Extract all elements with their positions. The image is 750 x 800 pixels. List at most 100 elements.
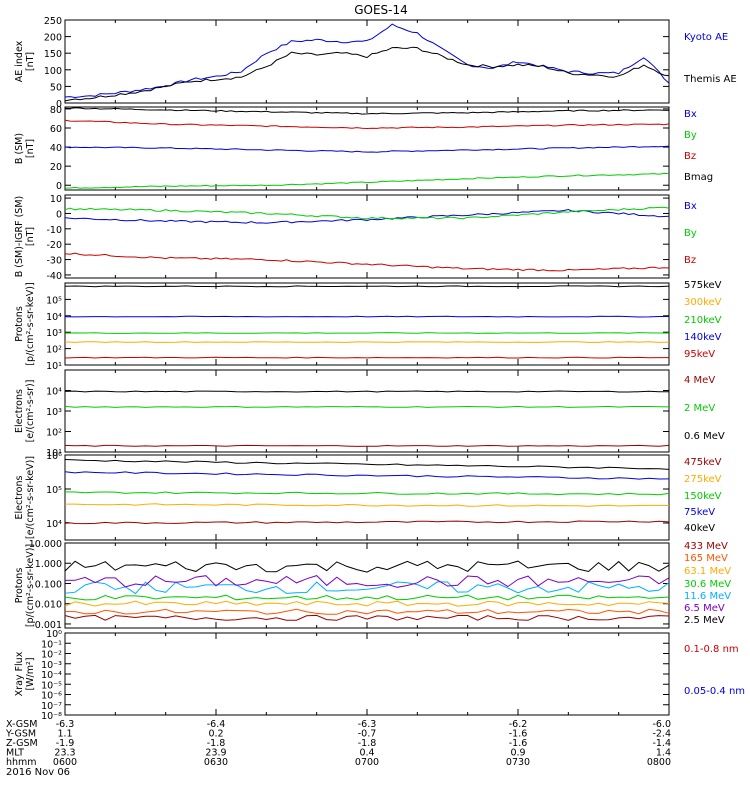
y-tick-label: 10¹: [46, 361, 62, 372]
series-line-433-MeV: [64, 614, 670, 621]
footer-value: -6.3: [358, 719, 377, 730]
series-line-Bz: [64, 119, 670, 130]
y-axis-label-line: AE index: [14, 40, 25, 82]
legend-entry: 6.5 MeV: [684, 603, 725, 614]
legend-entry: 4 MeV: [684, 375, 715, 386]
y-axis-label-line: [e/(cm²-s-sr)]: [25, 380, 36, 443]
series-line-40keV: [64, 459, 670, 470]
y-axis-label-line: [nT]: [25, 227, 36, 246]
y-tick-label: 10³: [46, 407, 62, 418]
legend-entry: 140keV: [684, 332, 722, 343]
y-tick-label: 250: [44, 16, 62, 27]
y-axis-label: B (SM)[nT]: [14, 133, 36, 164]
series-line-75keV: [64, 471, 670, 480]
y-tick-label: 0.001: [35, 620, 62, 631]
footer-row-label: hhmm: [6, 757, 37, 768]
legend-entry: 150keV: [684, 491, 722, 502]
y-axis-label: Electrons[e/(cm²-s-sr-keV)]: [14, 456, 36, 539]
panel-frame: [64, 632, 670, 716]
footer-value: 0.9: [510, 748, 525, 759]
footer-row-label: Z-GSM: [6, 738, 38, 749]
y-tick-label: 0: [56, 99, 62, 110]
y-tick-label: 10²: [46, 428, 62, 439]
y-axis-label-line: B (SM): [14, 133, 25, 164]
y-tick-label: 20: [50, 162, 62, 173]
y-tick-label: 40: [50, 143, 62, 154]
y-axis-label-line: [e/(cm²-s-sr-keV)]: [25, 456, 36, 539]
y-tick-label: 150: [44, 49, 62, 60]
legend-entry: 433 MeV: [684, 541, 728, 552]
y-tick-label: 10⁻⁴: [41, 670, 62, 681]
legend-entry: Kyoto AE: [684, 32, 728, 43]
legend-entry: 11.6 MeV: [684, 591, 731, 602]
y-tick-label: 10⁻⁶: [41, 691, 62, 702]
footer-value: 0600: [53, 757, 77, 768]
y-tick-label: -10: [46, 225, 62, 236]
legend-entry: 40keV: [684, 523, 715, 534]
y-axis-label: Protons[p/(cm²-s-sr-keV)]: [14, 282, 36, 365]
series-line-6.5-MeV: [64, 575, 670, 588]
series-line-140keV: [64, 315, 669, 318]
footer-value: -1.8: [358, 738, 377, 749]
y-tick-label: 10: [50, 194, 62, 205]
legend-entry: 95keV: [684, 349, 715, 360]
footer-value: 0630: [204, 757, 228, 768]
footer-value: -6.2: [509, 719, 528, 730]
y-tick-label: 10.000: [29, 539, 62, 550]
y-axis-label-line: B (SM)-IGRF (SM): [14, 196, 25, 278]
y-axis-label-line: Xray Flux: [14, 651, 25, 696]
footer-row-label: MLT: [6, 748, 24, 759]
y-axis-label-line: Protons: [14, 568, 25, 604]
footer-value: 0730: [506, 757, 530, 768]
legend-entry: 63.1 MeV: [684, 566, 731, 577]
footer-value: 0.2: [208, 729, 223, 740]
y-tick-label: 10³: [46, 328, 62, 339]
legend-entry: Bx: [684, 201, 697, 212]
series-line-Bx: [64, 208, 670, 224]
footer-value: -1.6: [509, 738, 528, 749]
footer-value: -1.8: [207, 738, 226, 749]
footer-value: -2.4: [652, 729, 671, 740]
y-tick-label: 80: [50, 105, 62, 116]
y-tick-label: -40: [46, 271, 62, 282]
y-tick-label: 0.100: [35, 579, 62, 590]
y-tick-label: 10⁶: [46, 451, 62, 462]
y-axis-label: Xray Flux[W/m²]: [14, 651, 36, 696]
legend-entry: Themis AE: [683, 74, 737, 85]
y-tick-label: 10⁴: [46, 387, 62, 398]
legend-entry: 475keV: [684, 457, 722, 468]
panel-ae: 0 50 100 150 200 250 AE index[nT] Kyoto AE Themi…: [14, 16, 737, 110]
footer-row-label: Y-GSM: [5, 729, 36, 740]
legend-entry: 0.6 MeV: [684, 431, 725, 442]
plot-title: GOES-14: [354, 3, 408, 17]
footer-value: -1.6: [509, 729, 528, 740]
footer-value: 0700: [355, 757, 379, 768]
legend-entry: 165 MeV: [684, 553, 728, 564]
footer-value: -6.0: [652, 719, 671, 730]
footer-value: 1.4: [656, 748, 671, 759]
y-axis-label-line: Electrons: [14, 389, 25, 433]
footer-value: 0.4: [359, 748, 374, 759]
y-tick-label: 200: [44, 33, 62, 44]
y-axis-label: AE index[nT]: [14, 40, 36, 82]
y-tick-label: 10⁴: [46, 312, 62, 323]
y-tick-label: -20: [46, 240, 62, 251]
series-line-By: [64, 206, 670, 220]
y-tick-label: 0: [56, 209, 62, 220]
legend-entry: Bx: [684, 109, 697, 120]
panel-protons_mev: 10.0001.0000.1000.0100.001Protons[p/(cm²…: [14, 539, 731, 631]
series-line-2-MeV: [64, 405, 670, 408]
series-line-275keV: [65, 503, 670, 507]
y-tick-label: 100: [44, 66, 62, 77]
footer-value: -1.9: [56, 738, 75, 749]
panel-bsm: 0 20 40 60 80 B (SM)[nT] Bx By Bz Bmag: [14, 105, 713, 192]
y-axis-label-line: [nT]: [25, 139, 36, 158]
series-line-Themis-AE: [64, 46, 670, 102]
series-line-150keV: [64, 491, 670, 496]
footer-value: 23.3: [54, 748, 75, 759]
panel-frame: [64, 282, 670, 366]
series-line-Bz: [64, 252, 670, 272]
y-axis-label: B (SM)-IGRF (SM)[nT]: [14, 196, 36, 278]
series-line-Bmag: [64, 107, 670, 115]
